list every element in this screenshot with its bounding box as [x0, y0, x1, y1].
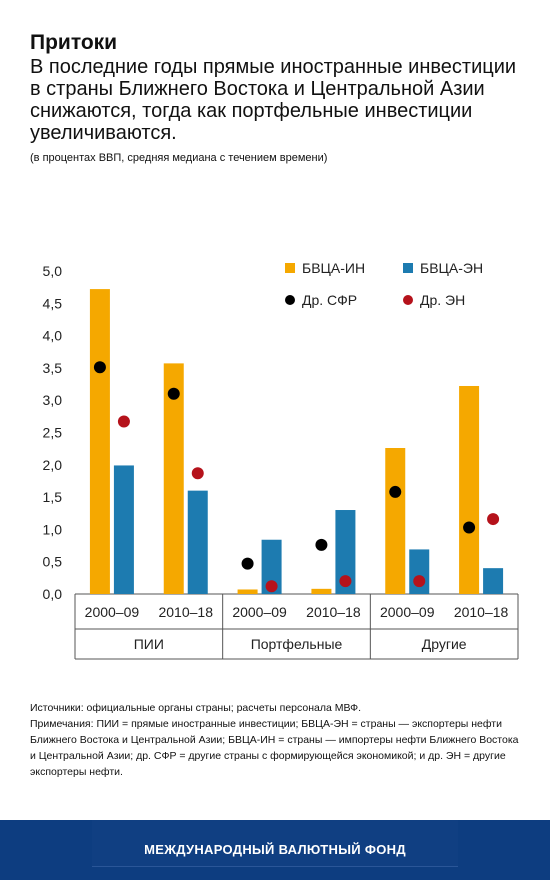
period-label: 2000–09 — [232, 604, 287, 620]
legend-bvca-en-label: БВЦА-ЭН — [420, 260, 483, 276]
legend-dr-sfr-swatch — [285, 295, 295, 305]
period-label: 2000–09 — [85, 604, 140, 620]
notes-block: Источники: официальные органы страны; ра… — [30, 700, 525, 780]
bar-chart: 0,0 0,5 1,0 1,5 2,0 2,5 3,0 3,5 4,0 4,5 5,0 ПИИ 2000… — [43, 260, 519, 660]
bar-bvca-en — [261, 539, 282, 594]
point-dr-sfr — [463, 521, 476, 534]
y-tick-label: 1,5 — [43, 489, 63, 505]
y-tick-label: 0,5 — [43, 554, 63, 570]
footer-bar: МЕЖДУНАРОДНЫЙ ВАЛЮТНЫЙ ФОНД — [0, 820, 550, 880]
bar-bvca-in — [385, 448, 406, 594]
point-dr-en — [339, 575, 352, 588]
y-tick-label: 0,0 — [43, 586, 63, 602]
y-tick-label: 2,5 — [43, 425, 63, 441]
sources-note: Источники: официальные органы страны; ра… — [30, 702, 362, 714]
organization-name: МЕЖДУНАРОДНЫЙ ВАЛЮТНЫЙ ФОНД — [144, 842, 406, 857]
unit-note: (в процентах ВВП, средняя медиана с тече… — [30, 152, 328, 164]
bar-bvca-in — [311, 588, 332, 594]
legend-bvca-en-swatch — [403, 263, 413, 273]
chart-title: Притоки — [30, 31, 118, 54]
y-tick-label: 3,5 — [43, 360, 63, 376]
legend-bvca-in-label: БВЦА-ИН — [302, 260, 365, 276]
period-label: 2000–09 — [380, 604, 435, 620]
bar-bvca-en — [113, 465, 134, 594]
bar-bvca-in — [89, 289, 110, 594]
y-tick-label: 1,0 — [43, 521, 63, 537]
point-dr-en — [265, 580, 278, 593]
bar-bvca-en — [335, 510, 356, 594]
point-dr-sfr — [167, 387, 180, 400]
group-label: Другие — [422, 636, 467, 652]
y-tick-label: 4,0 — [43, 328, 63, 344]
group-label: Портфельные — [251, 636, 343, 652]
point-dr-en — [487, 513, 500, 526]
explanation-note: Примечания: ПИИ = прямые иностранные инв… — [30, 718, 519, 778]
y-tick-label: 2,0 — [43, 457, 63, 473]
period-label: 2010–18 — [306, 604, 361, 620]
point-dr-en — [191, 467, 204, 480]
point-dr-sfr — [241, 557, 254, 570]
y-tick-label: 4,5 — [43, 295, 63, 311]
bar-bvca-en — [483, 568, 504, 594]
point-dr-en — [117, 415, 130, 428]
legend-dr-en-swatch — [403, 295, 413, 305]
point-dr-en — [413, 575, 426, 588]
bar-bvca-in — [459, 385, 480, 594]
legend-dr-sfr-label: Др. СФР — [302, 292, 357, 308]
bar-bvca-in — [237, 589, 258, 594]
period-label: 2010–18 — [454, 604, 509, 620]
point-dr-sfr — [389, 485, 402, 498]
period-label: 2010–18 — [158, 604, 213, 620]
legend-dr-en-label: Др. ЭН — [420, 292, 465, 308]
point-dr-sfr — [93, 361, 106, 374]
group-label: ПИИ — [134, 636, 164, 652]
y-tick-label: 3,0 — [43, 392, 63, 408]
bar-bvca-en — [187, 490, 208, 594]
bar-bvca-in — [163, 363, 184, 594]
bar-bvca-en — [409, 549, 430, 594]
point-dr-sfr — [315, 538, 328, 551]
chart-subtitle: В последние годы прямые иностранные инве… — [30, 56, 517, 144]
footer-panel — [92, 820, 458, 867]
y-tick-label: 5,0 — [43, 263, 63, 279]
legend-bvca-in-swatch — [285, 263, 295, 273]
